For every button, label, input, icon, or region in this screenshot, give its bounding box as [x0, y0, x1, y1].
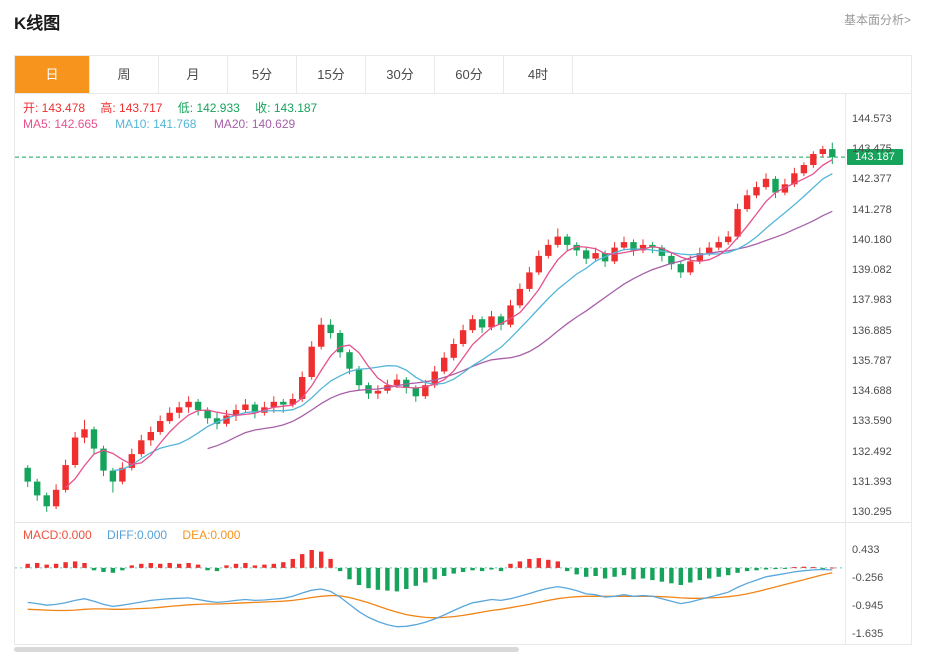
candlestick-chart[interactable] — [15, 94, 845, 522]
ma-readout: MA5: 142.665 MA10: 141.768 MA20: 140.629 — [23, 117, 309, 131]
page-header: K线图 基本面分析> — [0, 0, 926, 50]
price-axis-label: 141.278 — [852, 204, 892, 216]
tab-week[interactable]: 周 — [90, 56, 159, 93]
macd-axis-label: 0.433 — [852, 544, 880, 556]
macd-axis-label: -1.635 — [852, 628, 884, 640]
fundamental-analysis-link[interactable]: 基本面分析> — [843, 13, 911, 27]
page-title: K线图 — [14, 14, 61, 33]
macd-axis-label: -0.945 — [852, 600, 884, 612]
price-axis-label: 132.492 — [852, 446, 892, 458]
price-axis-label: 142.377 — [852, 173, 892, 185]
chart-area: 开: 143.478 高: 143.717 低: 142.933 收: 143.… — [15, 94, 911, 644]
ma20-value: MA20: 140.629 — [213, 117, 296, 131]
close-value: 收: 143.187 — [255, 101, 318, 115]
price-axis: 143.187 144.573 143.475 142.377 141.278 140.… — [845, 94, 911, 644]
price-axis-label: 139.082 — [852, 264, 892, 276]
price-axis-label: 130.295 — [852, 506, 892, 518]
ohlc-readout: 开: 143.478 高: 143.717 低: 142.933 收: 143.… — [23, 99, 329, 116]
timeframe-tabs: 日 周 月 5分 15分 30分 60分 4时 — [15, 56, 911, 94]
open-value: 开: 143.478 — [23, 101, 86, 115]
diff-value: DIFF:0.000 — [107, 528, 168, 542]
price-axis-label: 134.688 — [852, 385, 892, 397]
tab-60min[interactable]: 60分 — [435, 56, 504, 93]
ma10-value: MA10: 141.768 — [115, 117, 197, 131]
last-price-tag: 143.187 — [847, 149, 903, 165]
price-axis-label: 135.787 — [852, 355, 892, 367]
tab-5min[interactable]: 5分 — [228, 56, 297, 93]
macd-chart[interactable] — [15, 522, 845, 644]
price-axis-label: 140.180 — [852, 234, 892, 246]
price-axis-label: 144.573 — [852, 113, 892, 125]
macd-value: MACD:0.000 — [23, 528, 92, 542]
price-axis-label: 137.983 — [852, 294, 892, 306]
tab-day[interactable]: 日 — [15, 56, 90, 93]
price-axis-label: 143.475 — [852, 143, 892, 155]
tab-month[interactable]: 月 — [159, 56, 228, 93]
price-axis-label: 131.393 — [852, 476, 892, 488]
tab-4hour[interactable]: 4时 — [504, 56, 573, 93]
panel-divider — [15, 522, 911, 523]
price-axis-label: 133.590 — [852, 415, 892, 427]
tab-30min[interactable]: 30分 — [366, 56, 435, 93]
kline-panel: 日 周 月 5分 15分 30分 60分 4时 开: 143.478 高: 14… — [14, 55, 912, 645]
macd-axis-label: -0.256 — [852, 572, 884, 584]
tab-15min[interactable]: 15分 — [297, 56, 366, 93]
ma5-value: MA5: 142.665 — [23, 117, 98, 131]
macd-readout: MACD:0.000 DIFF:0.000 DEA:0.000 — [23, 528, 252, 542]
dea-value: DEA:0.000 — [182, 528, 241, 542]
low-value: 低: 142.933 — [177, 101, 240, 115]
horizontal-scrollbar[interactable] — [14, 647, 519, 652]
high-value: 高: 143.717 — [100, 101, 163, 115]
price-axis-label: 136.885 — [852, 325, 892, 337]
